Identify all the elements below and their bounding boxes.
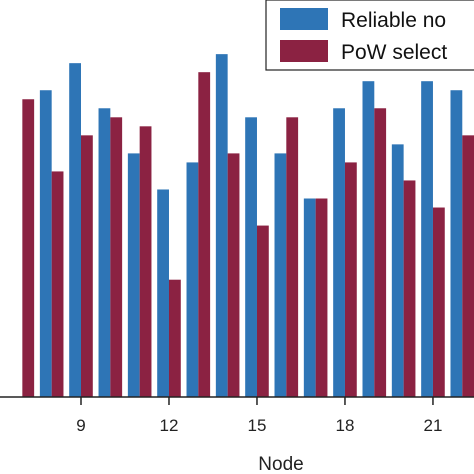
x-axis-title: Node <box>258 454 303 474</box>
bar-reliable-node-8 <box>39 90 52 397</box>
bar-pow-node-9 <box>81 135 93 397</box>
bar-pow-node-11 <box>139 126 152 397</box>
bar-reliable-node-19 <box>362 81 375 397</box>
bar-pow-node-12 <box>168 279 181 397</box>
bar-reliable-node-22 <box>450 90 463 397</box>
bar-reliable-node-15 <box>245 117 257 398</box>
bar-pow-node-8 <box>51 171 64 397</box>
bar-pow-node-7 <box>22 99 35 397</box>
bar-reliable-node-10 <box>98 108 111 398</box>
x-tick-label-21: 21 <box>423 416 442 435</box>
legend-label-reliable: Reliable no <box>341 9 446 32</box>
legend: Reliable no PoW select <box>265 0 474 71</box>
bar-pow-node-17 <box>315 198 328 397</box>
x-tick-label-12: 12 <box>160 416 179 435</box>
x-tick-label-9: 9 <box>76 416 85 435</box>
bar-pow-node-14 <box>227 153 240 397</box>
bar-pow-node-22 <box>462 135 474 397</box>
bar-reliable-node-14 <box>215 54 228 397</box>
bar-pow-node-10 <box>110 117 123 398</box>
bars-layer <box>22 54 474 398</box>
bar-reliable-node-9 <box>69 63 81 397</box>
bar-reliable-node-13 <box>186 162 199 397</box>
bar-pow-node-16 <box>286 117 299 398</box>
x-tick-label-18: 18 <box>336 416 355 435</box>
legend-label-pow: PoW select <box>341 41 447 64</box>
bar-pow-node-21 <box>432 207 445 397</box>
bar-reliable-node-17 <box>303 198 316 397</box>
bar-reliable-node-20 <box>391 144 404 397</box>
bar-pow-node-18 <box>344 162 357 397</box>
x-ticks-layer: 9 12 15 18 21 <box>76 397 442 435</box>
bar-pow-node-19 <box>374 108 387 398</box>
bar-reliable-node-18 <box>333 108 345 398</box>
bar-reliable-node-21 <box>421 81 433 397</box>
legend-swatch-pow <box>280 40 328 62</box>
x-tick-label-15: 15 <box>248 416 267 435</box>
bar-pow-node-13 <box>198 72 211 398</box>
bar-reliable-node-11 <box>127 153 140 397</box>
legend-swatch-reliable <box>280 8 328 30</box>
bar-pow-node-20 <box>403 180 416 397</box>
bar-reliable-node-12 <box>157 189 169 397</box>
bar-pow-node-15 <box>256 225 269 397</box>
bar-reliable-node-16 <box>274 153 287 397</box>
